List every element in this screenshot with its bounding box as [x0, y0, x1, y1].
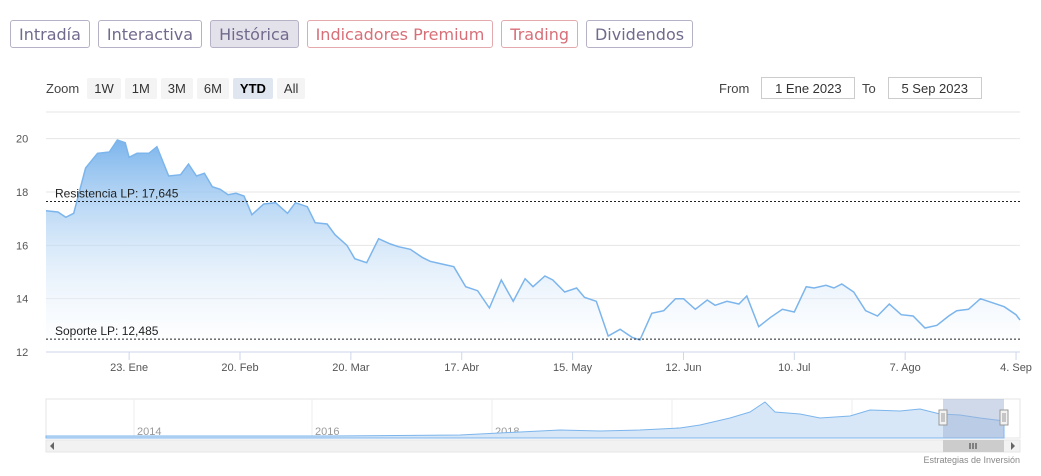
x-tick-label: 7. Ago [890, 362, 921, 374]
x-tick-label: 20. Mar [332, 362, 370, 374]
zoom-3m-button[interactable]: 3M [160, 78, 193, 99]
zoom-ytd-button[interactable]: YTD [232, 78, 273, 99]
y-tick-label: 18 [16, 187, 28, 199]
to-date-input[interactable]: 5 Sep 2023 [887, 77, 982, 99]
zoom-1w-button[interactable]: 1W [87, 78, 121, 99]
tab-indicadores-premium[interactable]: Indicadores Premium [306, 20, 494, 48]
tab-trading[interactable]: Trading [501, 20, 578, 48]
zoom-6m-button[interactable]: 6M [196, 78, 229, 99]
x-tick-label: 4. Sep [1000, 362, 1032, 374]
y-tick-label: 12 [16, 347, 28, 359]
zoom-controls: Zoom 1W 1M 3M 6M YTD All [46, 78, 306, 99]
range-to: To 5 Sep 2023 [862, 77, 982, 99]
x-tick-label: 12. Jun [665, 362, 701, 374]
nav-tick-label: 2016 [315, 426, 339, 438]
to-label: To [862, 80, 876, 96]
tab-intrad-a[interactable]: Intradía [10, 20, 90, 48]
nav-tick-label: 2014 [137, 426, 161, 438]
plotline-label-1: Soporte LP: 12,485 [55, 324, 159, 338]
scrollbar-track [45, 439, 1021, 453]
tab-bar: Intradía Interactiva Histórica Indicadores … [10, 20, 694, 48]
navigator-handle-1 [999, 409, 1009, 426]
x-tick-label: 17. Abr [444, 362, 479, 374]
y-tick-label: 20 [16, 134, 28, 146]
y-tick-label: 16 [16, 240, 28, 252]
from-date-input[interactable]: 1 Ene 2023 [761, 77, 856, 99]
zoom-all-button[interactable]: All [276, 78, 306, 99]
x-tick-label: 10. Jul [778, 362, 810, 374]
range-from: From 1 Ene 2023 [719, 77, 856, 99]
chart-credit: Estrategias de Inversión [923, 455, 1020, 465]
zoom-1m-button[interactable]: 1M [124, 78, 157, 99]
zoom-label: Zoom [46, 81, 80, 96]
tab-hist-rica[interactable]: Histórica [210, 20, 299, 48]
plotline-label-0: Resistencia LP: 17,645 [55, 186, 179, 200]
navigator-selection [943, 399, 1004, 438]
scroll-right-icon [1011, 442, 1015, 450]
x-tick-label: 20. Feb [221, 362, 258, 374]
from-label: From [719, 80, 750, 96]
price-area [46, 140, 1020, 352]
y-tick-label: 14 [16, 294, 28, 306]
tab-interactiva[interactable]: Interactiva [97, 20, 203, 48]
x-tick-label: 23. Ene [110, 362, 148, 374]
navigator-handle-0 [938, 409, 948, 426]
scroll-left-icon [50, 442, 54, 450]
tab-dividendos[interactable]: Dividendos [585, 20, 694, 48]
x-tick-label: 15. May [553, 362, 593, 374]
price-line [45, 139, 1021, 341]
